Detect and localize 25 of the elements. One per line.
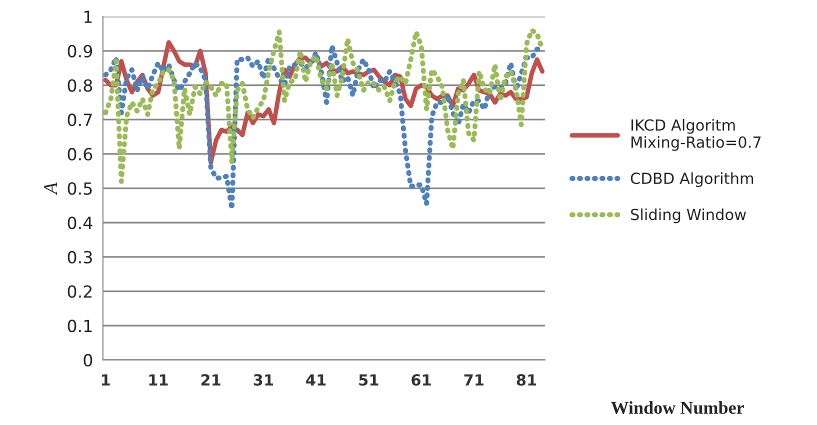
x-tick-label: 71 — [464, 374, 484, 386]
x-tick-label: 41 — [306, 374, 326, 386]
x-tick-label: 1 — [102, 374, 110, 386]
y-tick-label: 0.6 — [68, 148, 92, 161]
x-tick-label: 11 — [149, 374, 168, 386]
y-tick-label: 0.4 — [68, 216, 92, 230]
y-tick-label: 0.2 — [68, 285, 92, 298]
x-tick-label: 31 — [254, 374, 274, 386]
y-tick-label: 0.3 — [68, 250, 92, 264]
y-tick-label: 0.9 — [68, 44, 92, 58]
x-tick-label: 21 — [201, 374, 220, 386]
x-tick-label: 81 — [516, 374, 536, 386]
legend-label: Sliding Window — [631, 208, 746, 224]
y-axis-title: A — [44, 182, 58, 196]
legend-label: CDBD Algorithm — [630, 172, 754, 188]
y-tick-label: 0.1 — [68, 320, 92, 332]
x-axis-title: Window Number — [610, 401, 744, 414]
y-tick-label: 0.8 — [68, 79, 92, 92]
y-tick-label: 0 — [84, 354, 92, 367]
x-tick-label: 61 — [412, 374, 431, 386]
y-tick-label: 0.5 — [68, 182, 92, 195]
y-tick-label: 1 — [84, 10, 92, 23]
y-tick-label: 0.7 — [68, 114, 92, 126]
x-tick-label: 51 — [359, 374, 378, 386]
legend-label: IKCD Algoritm Mixing-Ratio=0.7 — [632, 118, 761, 151]
